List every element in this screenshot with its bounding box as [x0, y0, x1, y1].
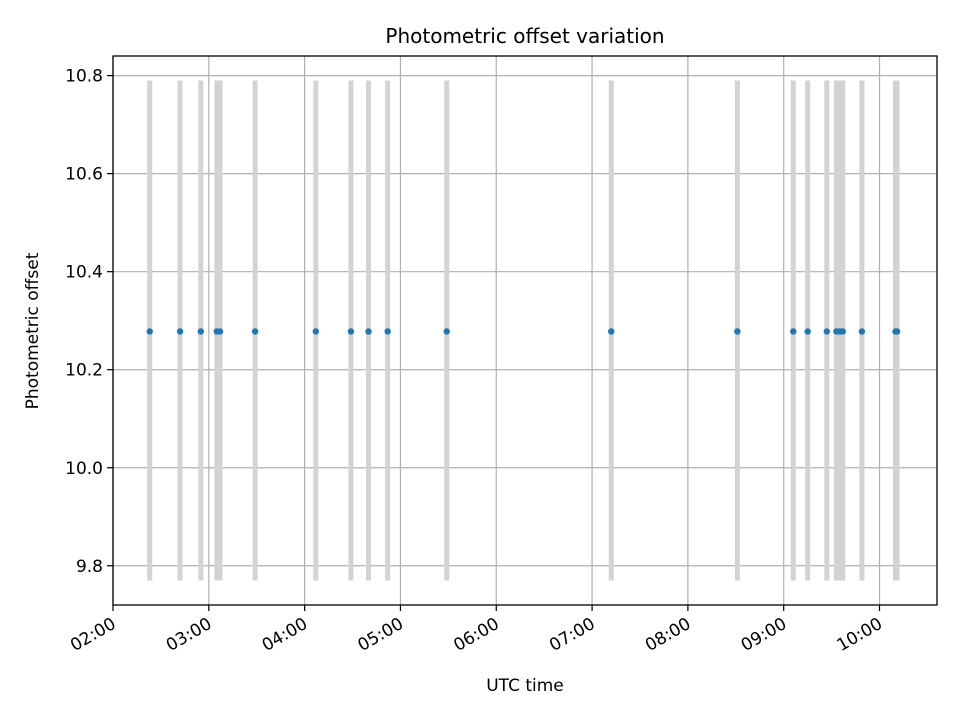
x-tick-label: 04:00: [259, 614, 311, 656]
data-point: [197, 328, 205, 335]
x-axis-label: UTC time: [486, 676, 564, 696]
y-tick-label: 10.8: [65, 67, 103, 87]
x-tick-label: 10:00: [834, 614, 886, 656]
x-tick-label: 08:00: [642, 614, 694, 656]
data-point: [176, 328, 184, 335]
data-point: [312, 328, 320, 335]
x-tick-label: 09:00: [738, 614, 790, 656]
data-point-layer: [146, 328, 901, 335]
grid-layer: [112, 56, 937, 605]
data-point: [216, 328, 224, 335]
data-point: [893, 328, 901, 335]
y-axis-label: Photometric offset: [23, 252, 43, 409]
data-point: [804, 328, 811, 335]
data-point: [251, 328, 259, 335]
plot-area-frame: [112, 55, 938, 606]
chart-title: Photometric offset variation: [385, 24, 664, 48]
tick-layer: 02:00 03:00 04:00 05:00 06:00 07:00 08:00 09:00…: [65, 67, 886, 656]
data-point: [839, 328, 846, 335]
y-tick-label: 10.6: [65, 165, 103, 185]
x-tick-label: 06:00: [450, 614, 502, 656]
data-point: [858, 328, 866, 335]
data-point: [347, 328, 355, 335]
y-tick-label: 9.8: [76, 557, 103, 577]
x-tick-label: 03:00: [163, 614, 215, 656]
data-point: [384, 328, 391, 335]
data-point: [823, 328, 831, 335]
data-point: [734, 328, 741, 335]
x-tick-label: 05:00: [355, 614, 407, 656]
data-point: [146, 328, 153, 335]
data-point: [608, 328, 615, 335]
data-point: [365, 328, 372, 335]
data-point: [790, 328, 797, 335]
error-bar-layer: [147, 80, 900, 581]
y-tick-label: 10.0: [65, 459, 103, 479]
x-tick-label: 02:00: [67, 614, 119, 656]
y-tick-label: 10.4: [65, 263, 103, 283]
x-tick-label: 07:00: [546, 614, 598, 656]
y-tick-label: 10.2: [65, 361, 103, 381]
data-point: [443, 328, 450, 335]
